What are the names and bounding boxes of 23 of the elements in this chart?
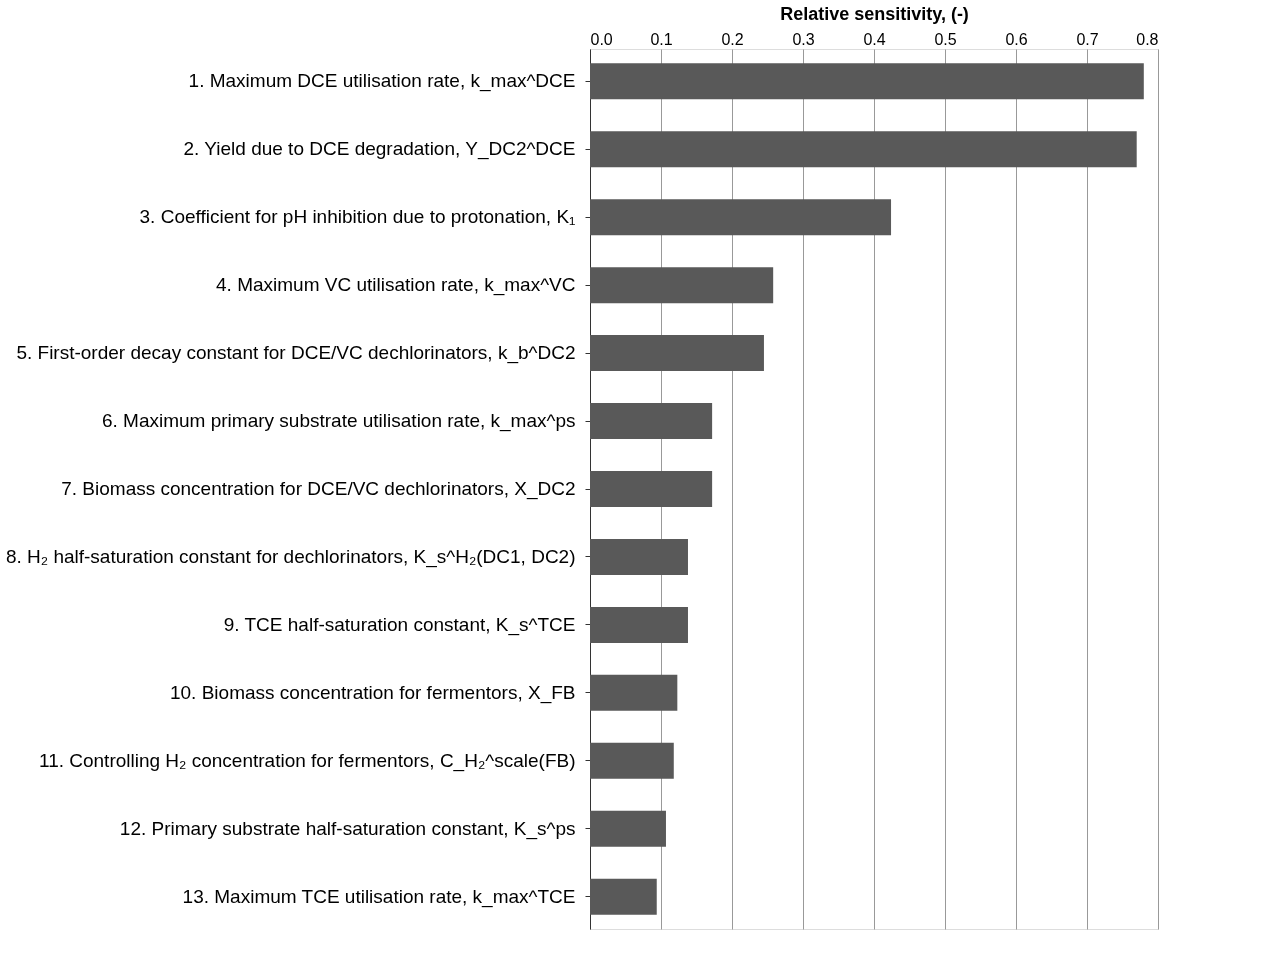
- x-tick-label: 0.4: [863, 30, 886, 48]
- x-tick-label: 0.8: [1136, 30, 1159, 48]
- x-tick-label: 0.7: [1076, 30, 1099, 48]
- y-tick-label: 2. Yield due to DCE degradation, Y_DC2^DCE: [183, 138, 576, 161]
- y-tick-label: 8. H₂ half-saturation constant for dechlorinators, K_s^H₂(DC1, DC2): [5, 545, 576, 568]
- y-tick-label: 3. Coefficient for pH inhibition due to protonation, K₁: [139, 206, 576, 228]
- y-tick-label: 1. Maximum DCE utilisation rate, k_max^DCE: [188, 70, 576, 93]
- y-tick-label: 10. Biomass concentration for fermentors, X_FB: [169, 681, 576, 704]
- x-tick-label: 0.3: [792, 30, 815, 48]
- y-tick-label: 11. Controlling H₂ concentration for fermentors, C_H₂^scale(FB): [38, 749, 576, 772]
- y-tick-label: 5. First-order decay constant for DCE/VC dechlorinators, k_b^DC2: [16, 342, 576, 365]
- x-tick-label: 0.1: [650, 30, 673, 48]
- x-axis-title: Relative sensitivity, (-): [780, 3, 969, 24]
- y-tick-label: 12. Primary substrate half-saturation constant, K_s^ps: [119, 817, 576, 840]
- y-tick-label: 6. Maximum primary substrate utilisation rate, k_max^ps: [101, 410, 576, 433]
- x-tick-label: 0.5: [934, 30, 957, 48]
- y-tick-label: 9. TCE half-saturation constant, K_s^TCE: [223, 613, 576, 636]
- x-tick-label: 0.2: [721, 30, 744, 48]
- y-tick-label: 13. Maximum TCE utilisation rate, k_max^TCE: [182, 885, 576, 908]
- y-tick-label: 7. Biomass concentration for DCE/VC dechlorinators, X_DC2: [61, 478, 576, 500]
- x-tick-label: 0.6: [1005, 30, 1028, 48]
- y-tick-label: 4. Maximum VC utilisation rate, k_max^VC: [216, 274, 576, 297]
- x-tick-label: 0.0: [590, 30, 613, 48]
